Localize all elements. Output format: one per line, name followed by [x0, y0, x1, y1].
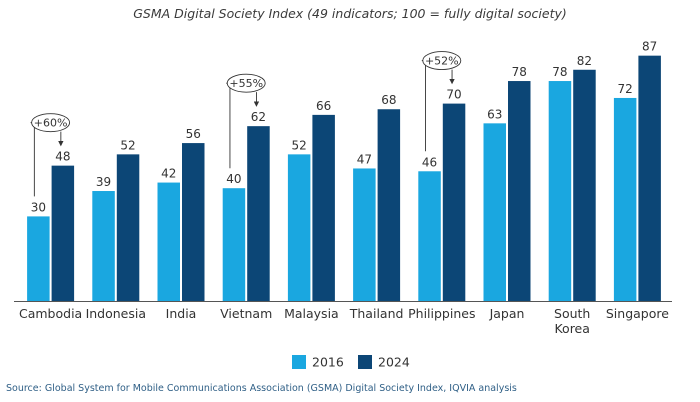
value-label-singapore-2016: 72: [618, 82, 633, 96]
x-tick-label-cambodia: Cambodia: [19, 306, 82, 321]
x-tick-labels-layer: Cambodia Indonesia India Vietnam Malaysia Tha…: [19, 306, 669, 336]
bar-indonesia-2024: [116, 154, 140, 301]
bar-indonesia-2016: [92, 191, 115, 301]
value-label-singapore-2024: 87: [642, 40, 657, 54]
value-label-vietnam-2024: 62: [251, 110, 266, 124]
value-label-cambodia-2016: 30: [31, 200, 46, 214]
legend-item-2016: 2016: [292, 355, 344, 370]
x-tick-label-philippines: Philippines: [408, 306, 475, 321]
x-tick-label-india: India: [166, 306, 197, 321]
value-label-indonesia-2016: 39: [96, 175, 111, 189]
value-label-philippines-2024: 70: [446, 88, 461, 102]
bar-vietnam-2016: [222, 188, 246, 301]
value-label-japan-2016: 63: [487, 107, 502, 121]
annotation-label: +52%: [425, 55, 459, 68]
annotation-bubble: [226, 73, 266, 93]
bar-cambodia-2024: [51, 165, 75, 301]
bar-south-korea-2024: [573, 69, 596, 301]
chart-title: GSMA Digital Society Index (49 indicator…: [133, 6, 567, 21]
bar-singapore-2016: [613, 97, 637, 302]
bar-malaysia-2016: [287, 154, 311, 301]
value-label-thailand-2024: 68: [381, 93, 396, 107]
value-label-philippines-2016: 46: [422, 155, 437, 169]
legend-item-2024: 2024: [358, 355, 410, 370]
legend: 2016 2024: [292, 355, 410, 370]
x-tick-label-thailand: Thailand: [349, 306, 404, 321]
value-label-cambodia-2024: 48: [55, 150, 70, 164]
annotations-layer: +60% +55% +52%: [30, 51, 462, 197]
bar-thailand-2016: [353, 168, 376, 301]
x-tick-label-japan: Japan: [489, 306, 525, 321]
value-label-malaysia-2024: 66: [316, 99, 331, 113]
bar-india-2024: [182, 143, 205, 301]
bar-south-korea-2016: [548, 81, 572, 301]
x-tick-label-vietnam: Vietnam: [220, 306, 272, 321]
bar-cambodia-2016: [27, 216, 50, 301]
x-tick-label-singapore: Singapore: [606, 306, 669, 321]
value-label-vietnam-2016: 40: [226, 172, 241, 186]
bar-vietnam-2024: [247, 126, 270, 301]
value-labels-layer: 30 48 39 52 42 56 40 62 52 66 47 68 46 70 63 78 78 82 72 87: [31, 40, 658, 215]
x-tick-label-malaysia: Malaysia: [284, 306, 339, 321]
bar-india-2016: [157, 182, 180, 301]
value-label-india-2016: 42: [161, 167, 176, 181]
bar-japan-2016: [483, 123, 506, 301]
annotation-label: +60%: [34, 117, 68, 130]
value-label-thailand-2016: 47: [357, 152, 372, 166]
value-label-indonesia-2024: 52: [120, 138, 135, 152]
growth-annotation-cambodia: +60%: [30, 113, 71, 197]
legend-label-2016: 2016: [312, 355, 344, 370]
x-tick-label-indonesia: Indonesia: [86, 306, 146, 321]
source-note: Source: Global System for Mobile Communi…: [6, 383, 517, 394]
bar-malaysia-2024: [312, 114, 335, 301]
bar-philippines-2016: [418, 171, 441, 301]
legend-swatch-2024: [358, 355, 372, 369]
value-label-south-korea-2016: 78: [552, 65, 567, 79]
bar-philippines-2024: [442, 103, 466, 301]
annotation-bubble: [422, 51, 462, 71]
value-label-india-2024: 56: [186, 127, 201, 141]
bar-chart: 30 48 39 52 42 56 40 62 52 66 47 68 46 70 63 78 78 82 72 87…: [14, 40, 672, 370]
growth-annotation-vietnam: +55%: [226, 73, 266, 169]
bar-thailand-2024: [377, 109, 401, 302]
bar-japan-2024: [508, 81, 531, 301]
value-label-japan-2024: 78: [512, 65, 527, 79]
legend-label-2024: 2024: [378, 355, 410, 370]
annotation-label: +55%: [229, 77, 263, 90]
growth-annotation-philippines: +52%: [421, 51, 462, 152]
value-label-south-korea-2024: 82: [577, 54, 592, 68]
bar-singapore-2024: [638, 55, 661, 301]
bars-layer: [27, 55, 661, 302]
value-label-malaysia-2016: 52: [292, 138, 307, 152]
x-tick-label-south-korea: South Korea: [554, 306, 590, 336]
legend-swatch-2016: [292, 355, 306, 369]
annotation-bubble: [31, 113, 71, 133]
